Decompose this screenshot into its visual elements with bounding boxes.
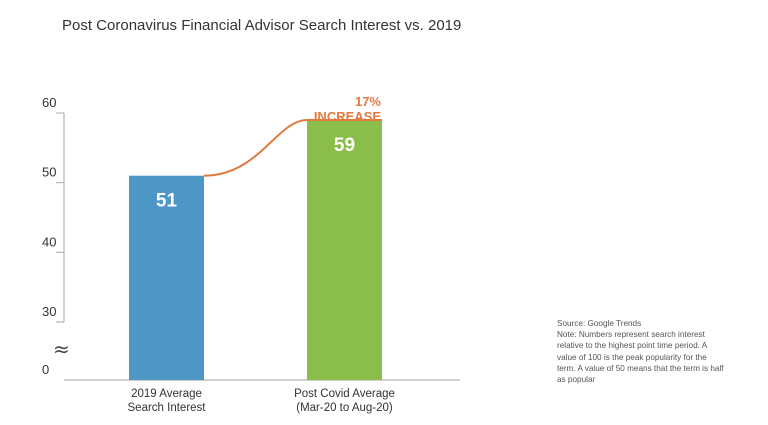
bar-value-label: 51 bbox=[156, 191, 178, 212]
category-label: 2019 Average bbox=[131, 388, 202, 400]
source-note-line: Note: Numbers represent search interest bbox=[557, 330, 705, 340]
category-labels: 2019 Average Search Interest Post Covid Av… bbox=[128, 388, 395, 414]
axis-break-icon: ≈ bbox=[53, 337, 70, 361]
increase-label: INCREASE bbox=[314, 109, 382, 124]
source-note-line: Source: Google Trends bbox=[557, 319, 642, 328]
category-label: Search Interest bbox=[128, 402, 207, 414]
source-note: Source: Google Trends Note: Numbers repre… bbox=[557, 318, 747, 385]
bar bbox=[307, 119, 382, 380]
source-note-line: as popular bbox=[557, 375, 596, 385]
chart-title: Post Coronavirus Financial Advisor Searc… bbox=[62, 17, 462, 34]
category-label: (Mar-20 to Aug-20) bbox=[296, 402, 393, 414]
category-label: Post Covid Average bbox=[294, 388, 395, 400]
bar bbox=[129, 175, 204, 380]
source-note-line: relative to the highest point time perio… bbox=[557, 341, 708, 351]
source-note-line: value of 100 is the peak popularity for … bbox=[557, 352, 707, 362]
source-note-line: term. A value of 50 means that the term … bbox=[557, 363, 724, 373]
bar-value-label: 59 bbox=[334, 135, 355, 156]
increase-annotation: 17%INCREASE bbox=[203, 94, 382, 177]
increase-label: 17% bbox=[355, 94, 381, 109]
y-axis: 60 50 40 30 0 ≈ bbox=[42, 95, 460, 381]
bars bbox=[129, 119, 382, 380]
increase-curve bbox=[203, 118, 382, 177]
y-tick-label: 0 bbox=[42, 362, 49, 377]
y-tick-label: 50 bbox=[42, 165, 56, 180]
y-tick-label: 60 bbox=[42, 95, 56, 110]
value-labels: 51 59 bbox=[156, 135, 355, 212]
y-tick-label: 30 bbox=[42, 304, 56, 319]
y-tick-label: 40 bbox=[42, 234, 56, 249]
